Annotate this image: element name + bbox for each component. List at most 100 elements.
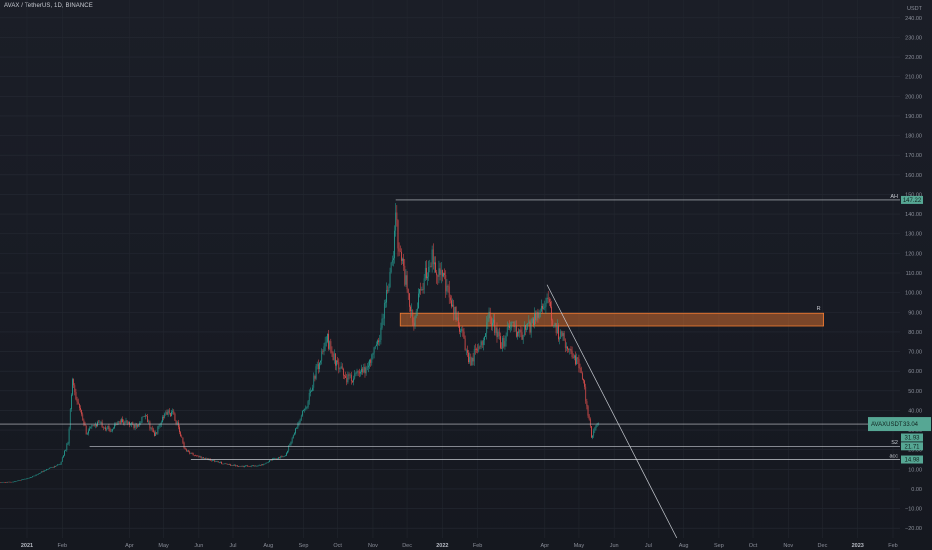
candle-body [113, 428, 114, 430]
candle-body [140, 422, 142, 424]
candle-body [256, 466, 258, 467]
candle-body [9, 481, 11, 483]
candle-body [337, 360, 339, 363]
candle-body [172, 411, 174, 412]
candle-body [123, 422, 125, 424]
price-tag-bg [901, 455, 923, 464]
time-axis[interactable]: 2021 Feb Apr May Jun Jul Aug Sep Oct Nov Dec 2022 Fe… [21, 543, 898, 549]
price-axis[interactable]: −20.00−10.000.0010.0020.0030.0040.0050.0… [905, 6, 923, 532]
candle-body [333, 353, 335, 361]
candle-body [403, 258, 405, 266]
candle-body [193, 455, 195, 456]
candle-body [141, 416, 143, 423]
candle-body [511, 322, 513, 328]
candle-body [338, 362, 340, 370]
candle-body [574, 355, 575, 358]
candle-body [288, 445, 290, 451]
candle-body [134, 424, 136, 428]
candle-body [505, 335, 507, 342]
candle-body [305, 407, 307, 410]
price-tick-label: 190.00 [905, 114, 922, 120]
support-resistance-lines[interactable]: AH S2 acc [0, 194, 900, 539]
candle-body [22, 479, 23, 481]
candle-body [438, 268, 440, 277]
candle-body [117, 421, 119, 425]
candle-body [107, 426, 109, 430]
price-tick-label: 240.00 [905, 16, 922, 22]
candle-body [312, 387, 313, 391]
candle-body [92, 425, 94, 426]
candle-body [300, 415, 302, 420]
candle-body [179, 427, 180, 433]
candle-body [143, 416, 145, 417]
candle-body [440, 270, 442, 275]
candle-body [525, 325, 526, 330]
candle-body [281, 456, 283, 457]
candle-body [197, 455, 199, 457]
candle-body [498, 331, 500, 337]
candle-body [126, 420, 128, 424]
candle-body [396, 212, 398, 221]
price-tick-label: 150.00 [905, 192, 922, 198]
candle-body [518, 331, 519, 333]
candle-body [86, 433, 88, 435]
candle-body [291, 438, 293, 442]
candle-body [386, 290, 387, 303]
candle-body [522, 335, 524, 340]
candle-body [343, 369, 344, 376]
candle-body [78, 403, 80, 408]
candle-body [405, 275, 407, 285]
candle-body [99, 422, 101, 423]
candle-body [167, 410, 169, 415]
candle-body [17, 480, 19, 482]
time-tick-label: Jul [645, 543, 652, 549]
candle-body [19, 480, 21, 481]
candle-body [579, 367, 581, 369]
candle-body [304, 409, 306, 411]
candle-body [55, 466, 56, 467]
candle-body [171, 411, 172, 417]
price-tick-label: 120.00 [905, 251, 922, 257]
candle-body [43, 470, 45, 472]
candle-body [127, 421, 129, 424]
candle-body [427, 276, 428, 279]
candle-body [439, 268, 441, 275]
candle-body [597, 423, 599, 424]
candle-body [340, 366, 342, 369]
candle-body [372, 353, 374, 355]
price-tick-label: −10.00 [905, 507, 922, 513]
candle-body [496, 327, 498, 338]
candle-body [402, 258, 403, 261]
candle-body [244, 465, 245, 467]
candle-body [504, 341, 506, 347]
candle-body [239, 466, 241, 467]
candle-body [310, 391, 311, 393]
candle-body [176, 422, 178, 424]
candle-body [419, 289, 420, 294]
candle-body [238, 466, 240, 467]
candles[interactable] [0, 203, 599, 483]
candle-body [523, 325, 525, 336]
candle-body [381, 318, 383, 328]
candle-body [253, 465, 254, 466]
candle-body [222, 463, 224, 465]
candle-body [295, 428, 296, 434]
candle-body [443, 273, 444, 277]
candle-body [447, 285, 449, 287]
candle-body [560, 331, 562, 339]
acc-label: acc [889, 454, 898, 460]
candle-body [536, 311, 538, 321]
candle-body [545, 302, 547, 307]
candle-body [398, 248, 400, 252]
candle-body [465, 350, 467, 351]
candle-body [391, 260, 393, 263]
candle-body [269, 460, 270, 463]
candle-body [317, 364, 319, 370]
time-tick-label: Nov [368, 543, 378, 549]
candle-body [368, 365, 369, 368]
candle-body [150, 427, 152, 429]
price-tag-value: 14.98 [904, 458, 920, 464]
candle-body [485, 333, 486, 337]
candle-body [226, 464, 228, 465]
